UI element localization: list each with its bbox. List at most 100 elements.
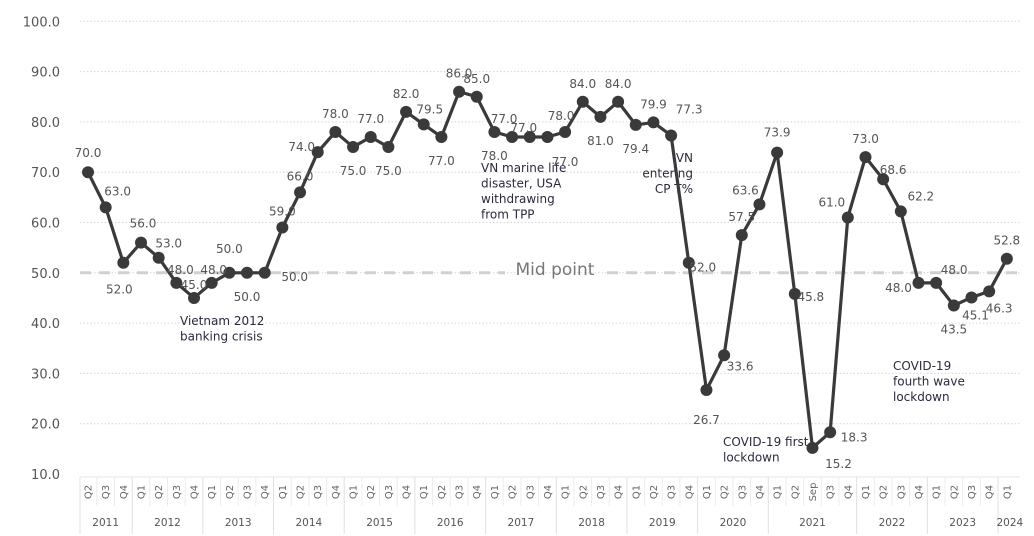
data-point bbox=[788, 287, 801, 300]
data-label: 75.0 bbox=[375, 164, 402, 178]
data-label: 77.0 bbox=[491, 112, 518, 126]
x-tick-quarter: Q2 bbox=[84, 485, 95, 499]
y-tick-label: 90.0 bbox=[31, 66, 60, 81]
data-label: 62.2 bbox=[907, 189, 934, 203]
annotation: VN entering CP T% bbox=[642, 151, 693, 196]
data-point bbox=[753, 198, 766, 211]
x-tick-quarter: Q2 bbox=[720, 485, 731, 499]
data-label: 57.5 bbox=[728, 210, 755, 224]
data-label: 79.9 bbox=[640, 97, 667, 111]
x-tick-quarter: Q2 bbox=[649, 485, 660, 499]
data-label: 70.0 bbox=[75, 146, 102, 160]
data-labels: 70.063.052.056.053.048.045.048.050.050.0… bbox=[75, 67, 1021, 471]
data-label: 43.5 bbox=[940, 322, 967, 336]
data-point bbox=[488, 125, 501, 138]
x-tick-quarter: Q3 bbox=[243, 485, 254, 499]
data-point bbox=[276, 221, 289, 234]
x-tick-quarter: Q4 bbox=[914, 485, 925, 499]
annotation-line: VN bbox=[676, 151, 693, 165]
x-tick-year: 2022 bbox=[879, 517, 906, 529]
series-index bbox=[82, 85, 1013, 454]
x-tick-quarter: Q3 bbox=[667, 485, 678, 499]
x-tick-quarter: Q4 bbox=[472, 485, 483, 499]
data-label: 56.0 bbox=[130, 217, 157, 231]
data-label: 48.0 bbox=[200, 263, 227, 277]
y-tick-label: 70.0 bbox=[31, 166, 60, 181]
annotation-line: lockdown bbox=[723, 451, 780, 465]
x-tick-quarter: Q2 bbox=[225, 485, 236, 499]
data-label: 81.0 bbox=[587, 134, 614, 148]
data-point bbox=[629, 118, 642, 131]
x-tick-year: 2014 bbox=[296, 517, 323, 529]
data-point bbox=[258, 266, 271, 279]
x-tick-quarter: Q3 bbox=[596, 485, 607, 499]
data-point bbox=[612, 95, 625, 108]
annotation: VN marine life disaster, USA withdrawing fr… bbox=[481, 161, 566, 222]
x-tick-quarter: Q4 bbox=[985, 485, 996, 499]
y-tick-label: 50.0 bbox=[31, 267, 60, 282]
data-label: 15.2 bbox=[825, 457, 852, 471]
x-tick-quarter: Sep bbox=[808, 483, 819, 502]
x-tick-quarter: Q1 bbox=[773, 485, 784, 499]
midpoint-line: Mid point bbox=[80, 260, 1020, 280]
data-point bbox=[223, 266, 236, 279]
x-tick-quarter: Q4 bbox=[260, 485, 271, 499]
x-tick-quarter: Q1 bbox=[561, 485, 572, 499]
y-tick-label: 100.0 bbox=[23, 15, 60, 30]
data-point bbox=[329, 125, 342, 138]
x-tick-quarter: Q1 bbox=[207, 485, 218, 499]
x-tick-quarter: Q4 bbox=[843, 485, 854, 499]
x-tick-year: 2023 bbox=[949, 517, 976, 529]
x-tick-year: 2024 bbox=[996, 517, 1023, 529]
data-point bbox=[877, 173, 890, 186]
data-label: 79.4 bbox=[622, 142, 649, 156]
x-tick-quarter: Q3 bbox=[896, 485, 907, 499]
data-label: 50.0 bbox=[216, 242, 243, 256]
data-label: 86.0 bbox=[446, 67, 473, 81]
data-label: 77.0 bbox=[510, 121, 537, 135]
annotation: COVID-19 first lockdown bbox=[723, 435, 809, 465]
data-point bbox=[965, 291, 978, 304]
x-tick-year: 2017 bbox=[508, 517, 535, 529]
data-label: 63.0 bbox=[104, 184, 131, 198]
x-tick-year: 2021 bbox=[799, 517, 826, 529]
data-point bbox=[559, 125, 572, 138]
data-point bbox=[311, 146, 324, 159]
y-tick-label: 20.0 bbox=[31, 418, 60, 433]
x-tick-year: 2012 bbox=[154, 517, 181, 529]
data-point bbox=[718, 349, 731, 362]
x-tick-quarter: Q3 bbox=[172, 485, 183, 499]
data-label: 85.0 bbox=[463, 72, 490, 86]
x-tick-quarter: Q1 bbox=[861, 485, 872, 499]
data-label: 18.3 bbox=[841, 430, 868, 444]
data-label: 78.0 bbox=[322, 107, 349, 121]
data-point bbox=[382, 141, 395, 154]
data-label: 52.8 bbox=[993, 234, 1020, 248]
x-tick-quarter: Q3 bbox=[455, 485, 466, 499]
data-point bbox=[523, 130, 536, 143]
data-point bbox=[506, 130, 519, 143]
data-point bbox=[930, 276, 943, 289]
data-point bbox=[417, 118, 430, 131]
x-tick-quarter: Q3 bbox=[525, 485, 536, 499]
data-point bbox=[170, 276, 183, 289]
x-tick-quarter: Q1 bbox=[490, 485, 501, 499]
x-tick-quarter: Q3 bbox=[826, 485, 837, 499]
data-point bbox=[983, 285, 996, 298]
x-tick-quarter: Q3 bbox=[384, 485, 395, 499]
x-tick-quarter: Q2 bbox=[790, 485, 801, 499]
x-tick-quarter: Q1 bbox=[419, 485, 430, 499]
annotation-line: lockdown bbox=[893, 390, 950, 404]
x-tick-quarter: Q2 bbox=[154, 485, 165, 499]
data-label: 63.6 bbox=[732, 183, 759, 197]
data-label: 46.3 bbox=[986, 301, 1013, 315]
data-point bbox=[364, 130, 377, 143]
data-label: 33.6 bbox=[727, 359, 754, 373]
x-tick-quarter: Q2 bbox=[508, 485, 519, 499]
x-tick-quarter: Q2 bbox=[578, 485, 589, 499]
data-label: 77.0 bbox=[552, 155, 579, 169]
x-tick-quarter: Q4 bbox=[543, 485, 554, 499]
data-label: 73.9 bbox=[764, 126, 791, 140]
data-point bbox=[347, 141, 360, 154]
